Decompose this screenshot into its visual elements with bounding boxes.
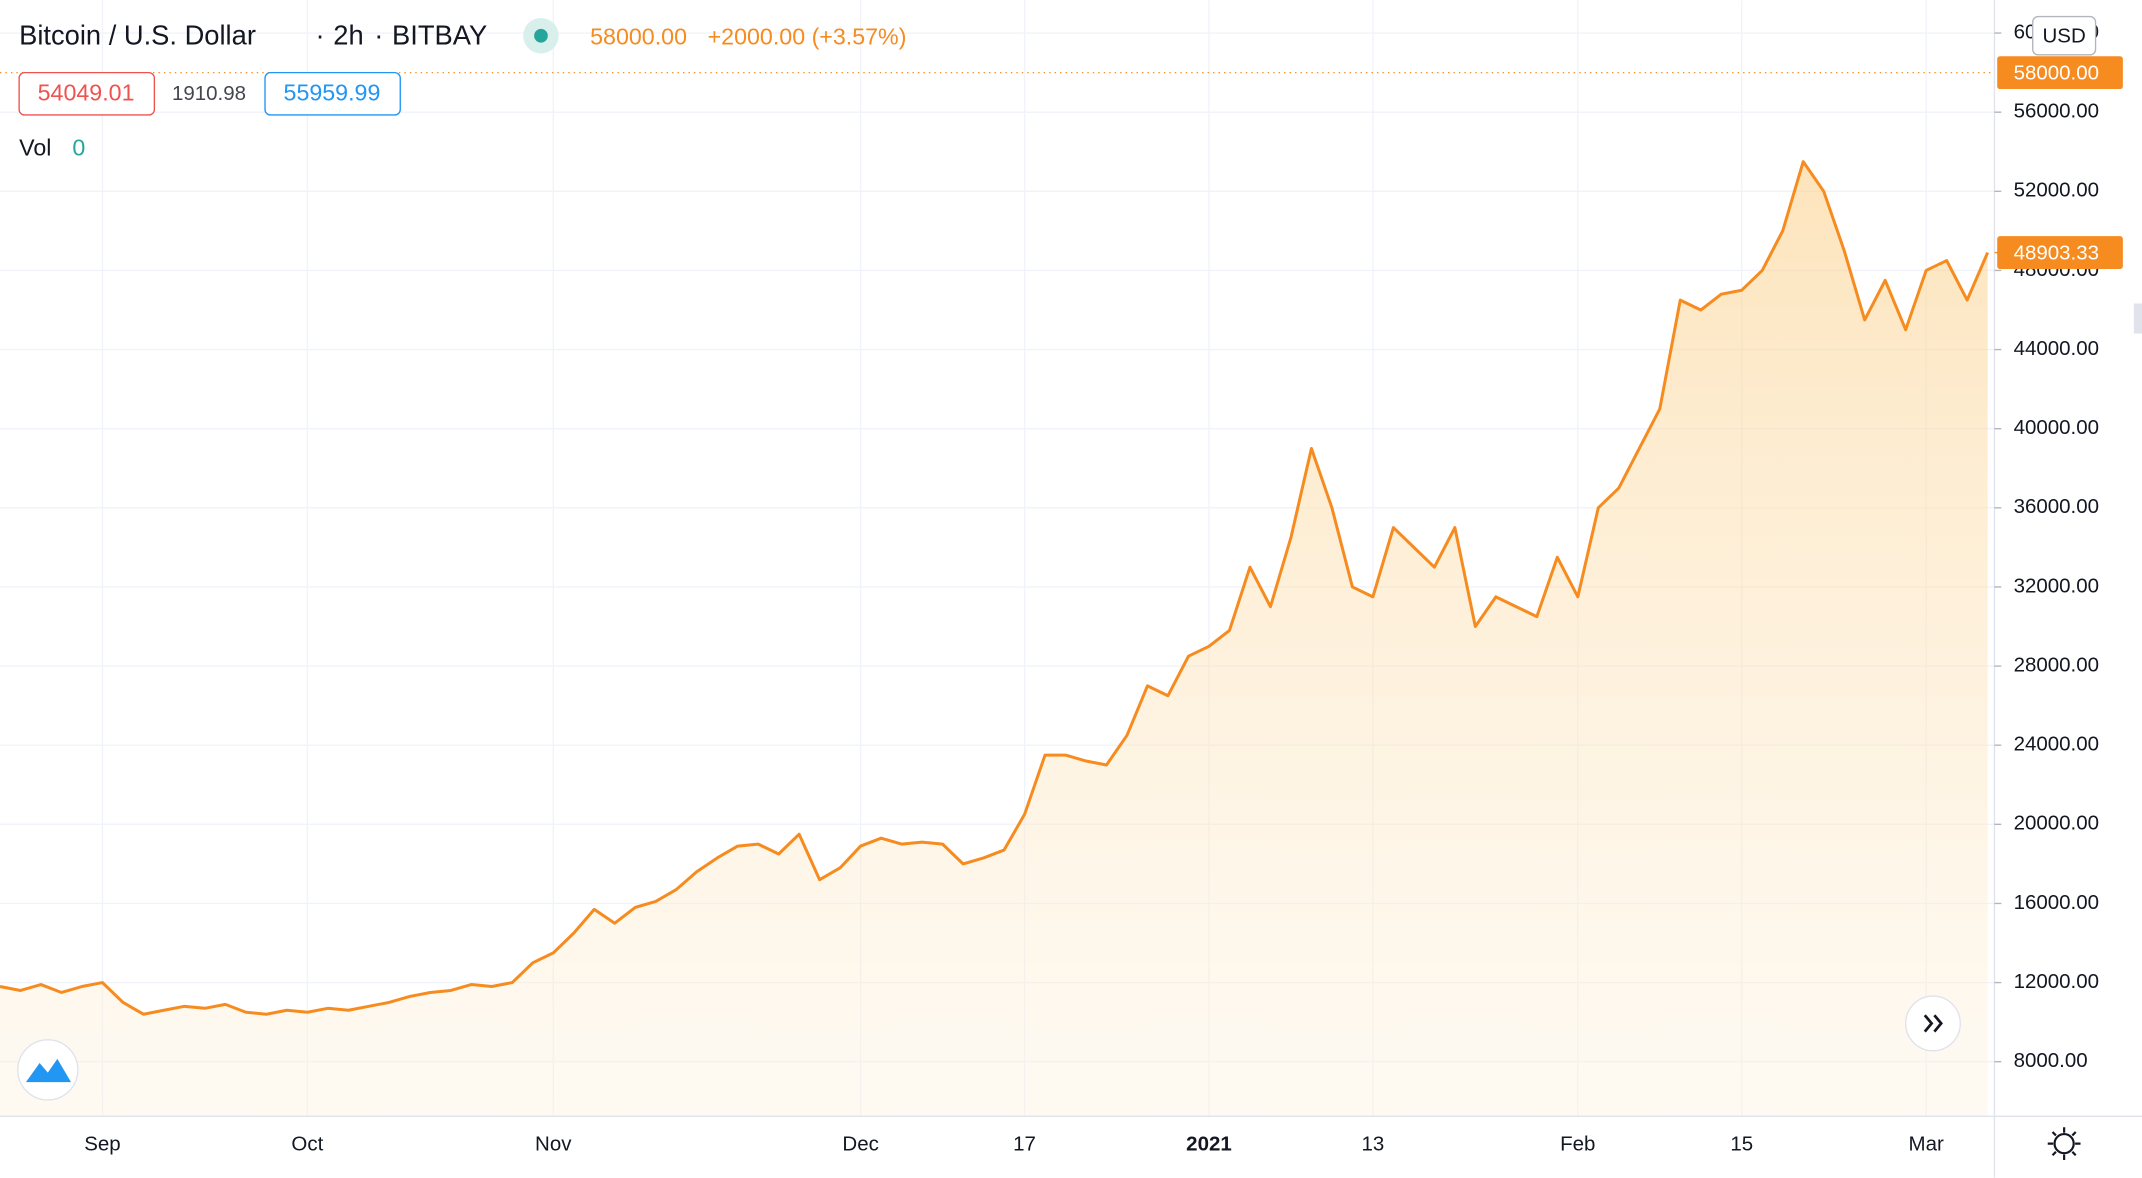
x-tick-label: Dec [842,1132,878,1155]
x-tick-label: Sep [84,1132,120,1155]
interval: 2h [333,19,363,50]
x-tick-label: 17 [1013,1132,1036,1155]
x-tick-label: Mar [1909,1132,1944,1155]
y-tick-label: 8000.00 [2014,1049,2088,1072]
box [264,71,401,116]
volume-label: Vol [19,134,51,160]
box-value: 54049.01 [38,80,135,106]
box [18,71,156,116]
x-tick-label: Nov [535,1132,572,1155]
last-value-badge [1997,236,2123,269]
y-tick-label: 56000.00 [2014,100,2099,123]
settings-icon[interactable] [2047,1127,2081,1161]
price-line-badge [1997,56,2123,90]
symbol: Bitcoin / U.S. Dollar [19,19,256,50]
y-tick-label: 36000.00 [2014,495,2099,518]
box-value: 55959.99 [284,80,381,106]
time-axis: Sep Oct Nov Dec 17 2021 13 Feb 15 Mar [84,1132,1944,1155]
y-tick-label: 24000.00 [2014,733,2099,756]
side-handle[interactable] [2133,303,2142,334]
y-tick-label: 20000.00 [2014,812,2099,835]
y-tick-label: 40000.00 [2014,416,2099,439]
logo-circle [17,1039,79,1101]
separator: · [316,19,325,50]
price-line-label: 58000.00 [2014,61,2099,84]
area-fill [0,161,1988,1117]
x-tick-label: Oct [291,1132,323,1155]
change: +2000.00 (+3.57%) [708,24,907,50]
last-value-label: 48903.33 [2014,241,2099,264]
x-tick-label: 2021 [1186,1132,1232,1155]
plot [0,71,1995,1117]
settings-icon[interactable] [2053,1132,2075,1155]
price-axis: 8000.00 12000.00 16000.00 20000.00 24000.00 2… [1994,15,2123,1072]
y-tick-label: 44000.00 [2014,337,2099,360]
spread: 1910.98 [172,82,246,105]
exchange: BITBAY [392,19,487,50]
y-tick-label: 32000.00 [2014,574,2099,597]
settings-button[interactable] [2047,1127,2081,1161]
x-tick-label: 15 [1730,1132,1753,1155]
currency-button [2032,15,2097,56]
y-tick-label: 16000.00 [2014,891,2099,914]
separator: · [374,19,383,50]
legend-header: Bitcoin / U.S. Dollar · 2h · BITBAY 5800… [18,17,907,160]
scroll-button[interactable] [1904,995,1961,1052]
status-dot [534,28,548,43]
y-tick-label: 12000.00 [2014,970,2099,993]
currency-label[interactable]: USD [2043,25,2086,48]
last-price: 58000.00 [590,24,687,50]
y-tick-label: 28000.00 [2014,653,2099,676]
y-tick-label: 52000.00 [2014,179,2099,202]
price-line [0,160,1990,1016]
x-tick-label: 13 [1362,1132,1385,1155]
x-tick-label: Feb [1560,1132,1595,1155]
volume-value: 0 [72,134,85,160]
logo [17,1039,79,1101]
logo-shape [25,1058,72,1083]
scroll-icon[interactable] [1923,1014,1943,1033]
